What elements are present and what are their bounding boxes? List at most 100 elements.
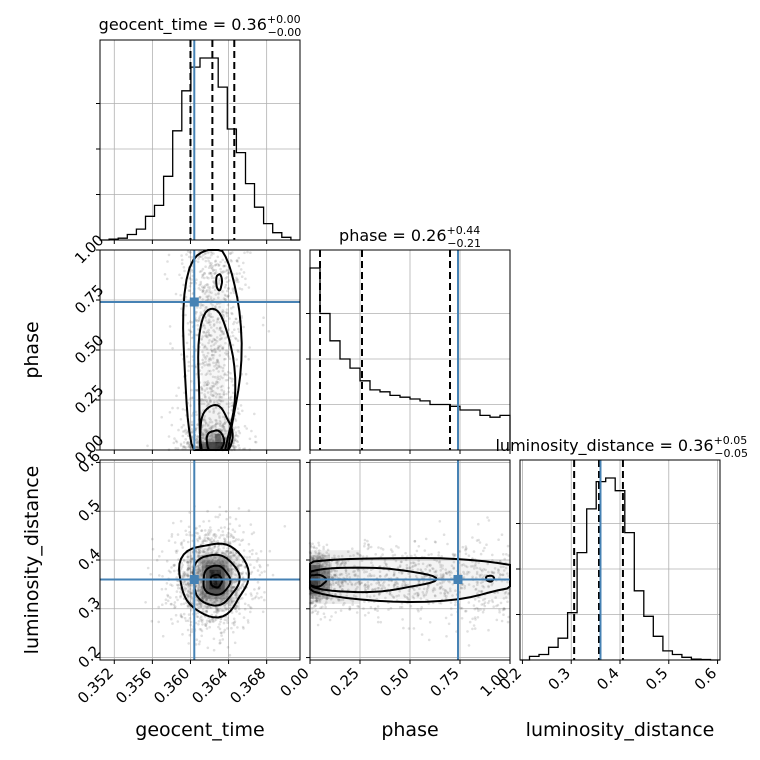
scatter-point [208, 421, 212, 424]
scatter-point [209, 320, 212, 324]
scatter-point [433, 570, 436, 574]
scatter-point [213, 437, 217, 440]
scatter-point [186, 582, 190, 585]
scatter-point [212, 329, 215, 332]
scatter-point [202, 361, 205, 365]
scatter-point [200, 597, 204, 600]
scatter-point [203, 272, 206, 275]
scatter-point [451, 594, 454, 597]
scatter-point [213, 432, 217, 436]
scatter-point [210, 340, 214, 344]
scatter-point [171, 584, 174, 587]
scatter-point [203, 605, 206, 608]
scatter-point [205, 295, 208, 299]
scatter-point [439, 591, 443, 595]
scatter-point [208, 546, 211, 549]
scatter-point [383, 580, 386, 584]
scatter-point [235, 321, 239, 325]
scatter-point [215, 380, 219, 383]
scatter-point [216, 438, 219, 442]
scatter-point [424, 537, 428, 541]
scatter-point [233, 586, 236, 589]
scatter-point [203, 424, 207, 427]
scatter-point [219, 327, 222, 330]
scatter-point [215, 326, 219, 330]
scatter-point [215, 432, 219, 436]
scatter-point [205, 559, 209, 562]
scatter-point [219, 400, 223, 403]
scatter-point [213, 435, 217, 439]
scatter-point [214, 339, 217, 342]
scatter-point [200, 269, 203, 273]
scatter-point [225, 268, 229, 272]
scatter-point [237, 607, 241, 611]
scatter-point [216, 412, 220, 416]
scatter-point [208, 625, 211, 629]
scatter-point [221, 638, 225, 641]
scatter-point [188, 533, 191, 537]
scatter-point [195, 445, 198, 449]
scatter-point [204, 357, 207, 360]
scatter-point [227, 411, 230, 415]
scatter-point [436, 583, 439, 586]
scatter-point [203, 308, 207, 312]
scatter-point [212, 440, 215, 444]
scatter-point [186, 593, 189, 596]
y-tick-label: 0.50 [71, 331, 107, 367]
scatter-point [208, 333, 211, 337]
scatter-point [211, 558, 215, 562]
scatter-point [241, 597, 244, 600]
scatter-point [216, 262, 219, 266]
scatter-point [219, 399, 222, 403]
scatter-point [205, 283, 209, 286]
scatter-point [417, 562, 421, 566]
scatter-point [438, 581, 442, 585]
scatter-point [222, 551, 226, 555]
scatter-point [213, 588, 217, 591]
scatter-point [225, 269, 229, 273]
scatter-point [376, 620, 380, 624]
scatter-point [212, 442, 215, 445]
scatter-point [229, 258, 233, 262]
scatter-point [234, 445, 238, 449]
scatter-point [210, 438, 213, 441]
scatter-point [218, 570, 221, 573]
scatter-point [210, 537, 213, 540]
scatter-point [175, 394, 178, 398]
scatter-point [211, 339, 214, 343]
scatter-point [261, 323, 265, 327]
scatter-point [213, 347, 217, 351]
scatter-point [219, 385, 223, 389]
scatter-point [487, 601, 490, 605]
scatter-point [233, 436, 236, 440]
scatter-point [206, 403, 210, 406]
scatter-point [218, 328, 221, 332]
scatter-point [205, 598, 208, 601]
scatter-point [180, 615, 184, 619]
scatter-point [381, 548, 385, 551]
scatter-point [388, 592, 392, 596]
scatter-point [197, 287, 201, 290]
scatter-point [425, 591, 429, 594]
scatter-point [203, 536, 207, 540]
scatter-point [209, 587, 213, 591]
scatter-point [174, 613, 178, 617]
scatter-point [228, 376, 231, 380]
scatter-point [186, 581, 190, 584]
scatter-point [198, 548, 201, 552]
scatter-point [210, 425, 214, 429]
scatter-point [258, 586, 261, 589]
scatter-point [198, 537, 202, 540]
lower-error: −0.21 [447, 237, 481, 250]
scatter-point [230, 626, 233, 630]
scatter-point [170, 617, 173, 621]
scatter-point [328, 618, 332, 622]
scatter-point [215, 608, 218, 612]
scatter-point [190, 557, 193, 560]
scatter-point [218, 419, 222, 423]
scatter-point [179, 613, 183, 616]
scatter-point [188, 531, 191, 534]
scatter-point [218, 435, 221, 439]
scatter-point [389, 548, 393, 551]
x-tick-label: 0.75 [426, 664, 462, 700]
